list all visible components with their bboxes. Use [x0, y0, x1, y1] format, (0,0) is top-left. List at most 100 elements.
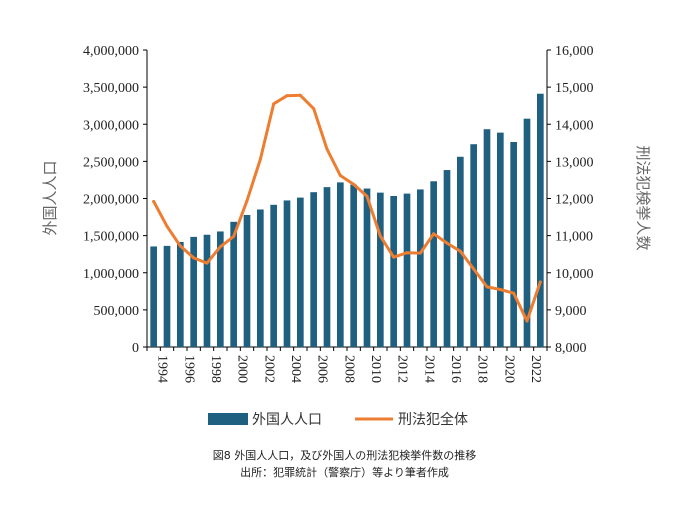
- line-point-2008: [338, 173, 342, 177]
- left-tick-label: 3,000,000: [83, 118, 139, 133]
- bar-2002: [257, 209, 264, 347]
- x-tick-label-2000: 2000: [235, 355, 250, 383]
- line-point-1994: [152, 199, 156, 203]
- x-tick-label-1996: 1996: [181, 355, 196, 383]
- right-tick-label: 12,000: [555, 193, 594, 208]
- line-point-2005: [298, 93, 302, 97]
- bar-1994: [150, 246, 157, 347]
- left-axis-title: 外国人人口: [41, 160, 59, 235]
- x-tick-label-1998: 1998: [208, 355, 223, 383]
- legend-line-label: 刑法犯全体: [398, 411, 468, 428]
- line-point-1999: [218, 245, 222, 249]
- bar-2010: [363, 188, 371, 347]
- line-point-2001: [245, 199, 249, 203]
- bar-2016: [443, 170, 451, 347]
- right-tick-label: 9,000: [555, 304, 587, 319]
- bar-2022: [523, 118, 531, 348]
- line-point-2004: [285, 94, 289, 98]
- bar-1997: [190, 236, 197, 347]
- bar-2009: [350, 184, 357, 347]
- x-tick-label-2004: 2004: [288, 355, 303, 383]
- bar-2019: [483, 129, 491, 347]
- bar-2003: [270, 204, 277, 347]
- line-point-2012: [392, 255, 396, 259]
- left-tick-label: 1,500,000: [83, 230, 139, 245]
- x-tick-label-2016: 2016: [448, 355, 463, 383]
- bar-2018: [470, 144, 477, 347]
- x-tick-label-2008: 2008: [341, 355, 356, 383]
- line-point-2021: [512, 291, 516, 295]
- bar-2015: [430, 181, 437, 347]
- caption-line-1: 図8 外国人人口，及び外国人の刑法犯検挙件数の推移: [212, 449, 477, 462]
- bar-2004: [283, 200, 291, 347]
- bar-2012: [390, 195, 397, 347]
- bar-1995: [163, 245, 171, 347]
- line-point-2022: [525, 319, 529, 323]
- line-point-2014: [418, 251, 422, 255]
- x-tick-label-2022: 2022: [528, 355, 543, 383]
- right-tick-label: 13,000: [555, 155, 594, 170]
- left-tick-label: 2,500,000: [83, 155, 139, 170]
- x-tick-label-1994: 1994: [155, 355, 170, 383]
- line-point-2019: [485, 285, 489, 289]
- line-point-1995: [165, 224, 169, 228]
- line-point-2016: [445, 241, 449, 245]
- bar-1999: [217, 231, 224, 347]
- bar-1996: [177, 241, 184, 347]
- bar-2006: [310, 192, 317, 347]
- line-point-1998: [205, 261, 209, 265]
- line-point-2017: [458, 249, 462, 253]
- right-tick-label: 15,000: [555, 81, 594, 96]
- bar-2011: [377, 192, 384, 347]
- x-tick-label-2012: 2012: [395, 355, 410, 383]
- line-point-1997: [192, 256, 196, 260]
- bar-2005: [297, 197, 304, 347]
- bar-2008: [337, 182, 344, 347]
- line-point-2000: [232, 234, 236, 238]
- left-tick-label: 2,000,000: [83, 193, 139, 208]
- left-tick-label: 500,000: [94, 304, 140, 319]
- x-tick-label-2020: 2020: [501, 355, 516, 383]
- right-tick-label: 11,000: [555, 230, 593, 245]
- bar-2001: [243, 214, 251, 347]
- line-point-2003: [272, 102, 276, 106]
- right-tick-label: 16,000: [555, 44, 594, 59]
- x-tick-label-2006: 2006: [315, 355, 330, 383]
- legend: 外国人人口 刑法犯全体: [208, 411, 468, 428]
- right-tick-label: 10,000: [555, 267, 594, 282]
- bar-2014: [417, 189, 424, 347]
- line-point-2013: [405, 251, 409, 255]
- x-tick-label-2002: 2002: [261, 355, 276, 383]
- legend-bar-swatch: [208, 413, 248, 425]
- line-point-2007: [325, 147, 329, 151]
- line-point-2015: [432, 232, 436, 236]
- bar-2021: [510, 141, 517, 347]
- right-axis-title: 刑法犯検挙人数: [634, 145, 652, 250]
- caption-line-2: 出所：犯罪統計（警察庁）等より筆者作成: [240, 466, 449, 479]
- bar-2023: [537, 93, 544, 348]
- right-tick-label: 8,000: [555, 341, 587, 356]
- line-point-2010: [365, 194, 369, 198]
- plot-area: 0 500,000 1,000,000 1,500,000 2,000,000 2,500…: [83, 44, 594, 383]
- x-tick-label-2010: 2010: [368, 355, 383, 383]
- left-tick-label: 4,000,000: [83, 44, 139, 59]
- x-tick-label-2014: 2014: [421, 355, 436, 383]
- line-point-2018: [472, 267, 476, 271]
- right-tick-label: 14,000: [555, 118, 594, 133]
- line-point-1996: [178, 244, 182, 248]
- bar-2007: [323, 187, 331, 347]
- bar-2013: [403, 193, 411, 347]
- left-tick-label: 3,500,000: [83, 81, 139, 96]
- line-point-2002: [258, 158, 262, 162]
- line-point-2023: [538, 280, 542, 284]
- x-tick-label-2018: 2018: [475, 355, 490, 383]
- bar-2000: [230, 221, 237, 347]
- bar-2020: [497, 132, 504, 347]
- line-point-2011: [378, 234, 382, 238]
- legend-bar-label: 外国人人口: [252, 412, 322, 428]
- left-tick-label: 1,000,000: [83, 267, 139, 282]
- line-point-2006: [312, 107, 316, 111]
- line-point-2020: [498, 287, 502, 291]
- line-series-刑法犯全体: [152, 93, 542, 323]
